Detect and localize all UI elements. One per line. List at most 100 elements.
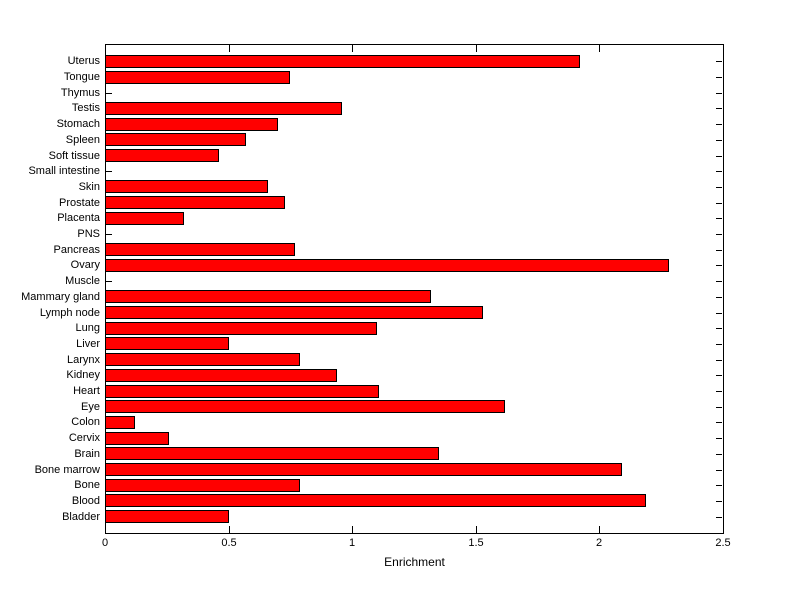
y-tick-label: Heart	[73, 385, 100, 397]
y-tick-mark-right	[716, 391, 722, 392]
y-tick-mark-left	[106, 281, 112, 283]
x-tick-mark-top	[105, 45, 106, 52]
y-tick-label: Ovary	[70, 259, 100, 272]
y-tick-mark-right	[716, 296, 722, 298]
x-tick-label: 2.5	[715, 537, 731, 549]
y-tick-label: Pancreas	[53, 243, 100, 256]
x-tick-mark-top	[476, 45, 477, 52]
y-tick-mark-right	[716, 61, 722, 63]
y-tick-label: Placenta	[57, 212, 100, 225]
bar	[105, 321, 377, 335]
y-tick-mark-right	[716, 265, 722, 267]
y-tick-mark-right	[716, 375, 722, 377]
x-tick-mark-top	[352, 45, 353, 52]
x-tick-mark-bottom	[723, 526, 724, 533]
y-tick-mark-right	[716, 108, 722, 110]
y-tick-label: Mammary gland	[21, 290, 100, 303]
bar	[105, 180, 268, 194]
y-tick-label: Small intestine	[28, 165, 100, 178]
y-tick-mark-right	[716, 406, 722, 408]
x-tick-label: 0	[101, 537, 109, 549]
y-tick-mark-right	[716, 281, 722, 283]
y-tick-label: Spleen	[65, 133, 100, 146]
bar	[105, 243, 295, 257]
y-tick-mark-right	[716, 500, 722, 502]
y-tick-mark-right	[716, 155, 722, 157]
x-tick-mark-bottom	[352, 526, 353, 533]
x-tick-mark-bottom	[599, 526, 600, 533]
y-tick-label: Tongue	[63, 71, 100, 83]
y-tick-label: Cervix	[68, 432, 100, 445]
bar	[105, 337, 229, 351]
y-tick-mark-right	[716, 202, 722, 204]
bar	[105, 368, 337, 382]
bar	[105, 133, 246, 147]
x-tick-mark-top	[229, 45, 230, 52]
y-tick-label: Kidney	[66, 369, 100, 382]
y-tick-label: PNS	[77, 228, 100, 240]
y-tick-mark-right	[716, 438, 722, 440]
bar	[105, 431, 169, 445]
x-tick-label: 1	[348, 537, 356, 549]
bar	[105, 306, 483, 319]
x-axis-label: Enrichment	[384, 555, 445, 569]
y-tick-label: Thymus	[60, 86, 100, 99]
bar	[105, 196, 285, 210]
y-tick-label: Bone marrow	[34, 463, 100, 476]
y-tick-label: Soft tissue	[48, 149, 100, 162]
bar	[105, 463, 622, 476]
x-tick-mark-bottom	[229, 526, 230, 533]
y-tick-label: Colon	[71, 416, 100, 429]
y-tick-mark-left	[106, 171, 112, 173]
bar	[105, 149, 219, 162]
bar	[105, 290, 431, 304]
x-tick-label: 1.5	[468, 537, 484, 549]
y-tick-label: Prostate	[59, 196, 100, 209]
bar	[105, 400, 505, 414]
y-tick-label: Muscle	[65, 275, 100, 288]
y-tick-mark-right	[716, 422, 722, 424]
bar	[105, 494, 646, 508]
x-tick-mark-bottom	[105, 526, 106, 533]
y-tick-mark-right	[716, 92, 722, 94]
y-tick-mark-right	[716, 453, 722, 455]
y-tick-mark-right	[716, 218, 722, 220]
y-tick-mark-right	[716, 485, 722, 487]
y-tick-mark-right	[716, 124, 722, 126]
y-tick-mark-right	[716, 469, 722, 471]
bar	[105, 447, 439, 461]
y-tick-mark-right	[716, 343, 722, 345]
bar	[105, 384, 379, 398]
y-tick-label: Eye	[81, 400, 100, 413]
y-tick-mark-right	[716, 516, 722, 518]
x-tick-label: 0.5	[221, 537, 237, 549]
y-tick-mark-right	[716, 77, 722, 78]
y-tick-mark-right	[716, 359, 722, 361]
y-tick-label: Larynx	[66, 353, 100, 366]
x-tick-mark-top	[599, 45, 600, 52]
bar	[105, 117, 278, 131]
x-tick-mark-bottom	[476, 526, 477, 533]
y-tick-label: Brain	[74, 447, 100, 460]
y-tick-label: Lung	[75, 322, 100, 335]
bar	[105, 101, 342, 115]
y-tick-label: Skin	[78, 180, 100, 193]
bar	[105, 70, 290, 84]
bar	[105, 478, 300, 492]
bar	[105, 211, 184, 225]
bar	[105, 54, 580, 68]
bar	[105, 258, 669, 272]
y-tick-mark-right	[716, 186, 722, 188]
x-tick-label: 2	[595, 537, 603, 549]
y-tick-mark-right	[716, 234, 722, 235]
bar	[105, 510, 229, 524]
y-tick-mark-right	[716, 249, 722, 251]
y-tick-label: Lymph node	[39, 306, 100, 319]
y-tick-label: Testis	[71, 102, 100, 115]
y-tick-label: Blood	[71, 494, 100, 507]
y-tick-mark-right	[716, 328, 722, 330]
y-tick-label: Liver	[76, 337, 100, 350]
y-tick-mark-left	[106, 92, 112, 94]
y-tick-label: Uterus	[67, 55, 100, 68]
